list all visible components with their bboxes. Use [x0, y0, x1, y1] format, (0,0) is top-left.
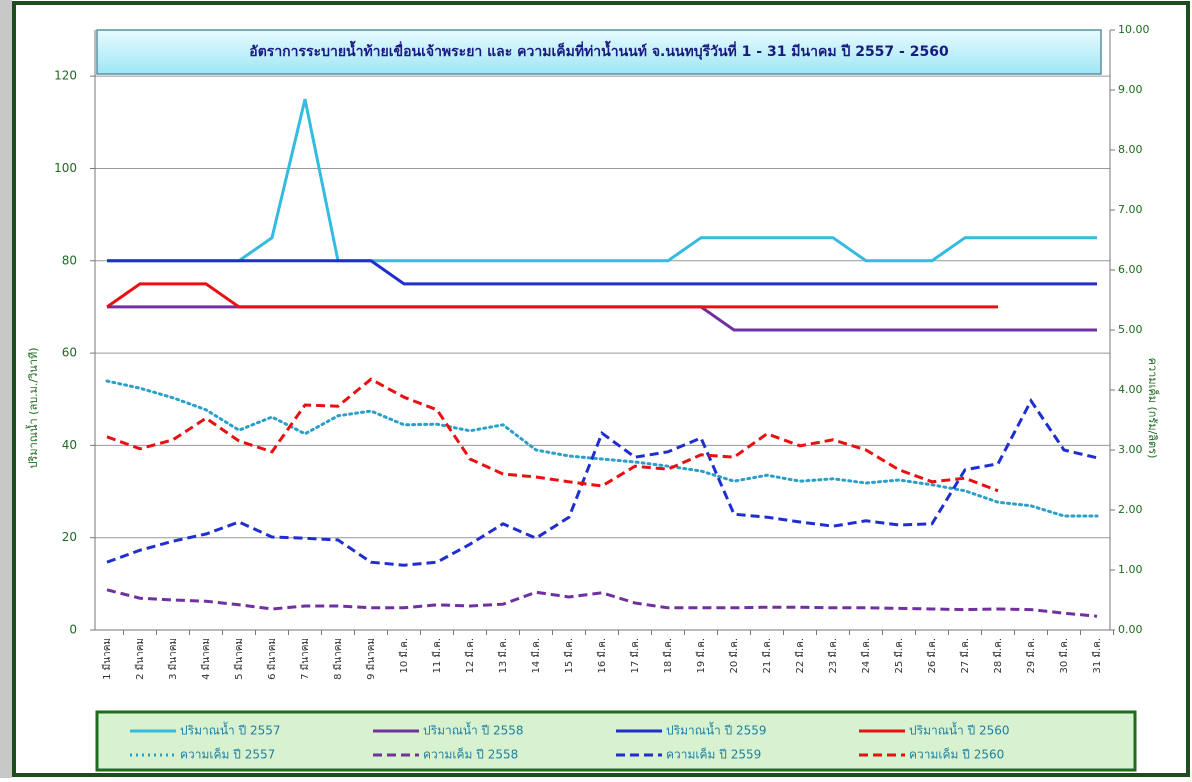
x-tick-label: 7 มีนาคม — [299, 638, 311, 680]
y2-tick-label: 4.00 — [1118, 383, 1143, 396]
y-tick-label: 20 — [62, 530, 77, 544]
x-tick-label: 28 มี.ค. — [992, 638, 1004, 674]
y2-axis-label: ความเค็ม (กรัม/ลิตร) — [1146, 358, 1160, 459]
x-tick-label: 1 มีนาคม — [101, 638, 113, 680]
y-tick-label: 100 — [54, 161, 77, 175]
series-line — [106, 282, 998, 309]
legend-label: ความเค็ม ปี 2559 — [666, 747, 761, 762]
x-tick-label: 15 มี.ค. — [563, 638, 575, 674]
y2-tick-label: 3.00 — [1118, 443, 1143, 456]
x-tick-label: 2 มีนาคม — [134, 638, 146, 680]
x-tick-label: 8 มีนาคม — [332, 638, 344, 680]
x-tick-label: 19 มี.ค. — [695, 638, 707, 674]
frame — [12, 1, 1190, 777]
legend-label: ปริมาณน้ำ ปี 2560 — [909, 722, 1010, 738]
y2-tick-label: 1.00 — [1118, 563, 1143, 576]
x-tick-label: 13 มี.ค. — [497, 638, 509, 674]
series-line — [106, 397, 1098, 567]
series-line — [106, 588, 1098, 618]
x-tick-label: 31 มี.ค. — [1091, 638, 1103, 674]
x-tick-label: 4 มีนาคม — [200, 638, 212, 680]
y2-tick-label: 8.00 — [1118, 143, 1143, 156]
legend-label: ความเค็ม ปี 2560 — [909, 747, 1004, 762]
y2-tick-label: 9.00 — [1118, 83, 1143, 96]
legend-label: ความเค็ม ปี 2558 — [423, 747, 518, 762]
legend-box — [95, 710, 1137, 772]
x-tick-label: 10 มี.ค. — [398, 638, 410, 674]
x-tick-label: 12 มี.ค. — [464, 638, 476, 674]
y-axis-label: ปริมาณน้ำ (ลบ.ม./วินาที) — [25, 347, 40, 468]
x-tick-label: 14 มี.ค. — [530, 638, 542, 674]
x-tick-label: 3 มีนาคม — [167, 638, 179, 680]
title-box — [96, 29, 1102, 75]
y2-tick-label: 10.00 — [1118, 23, 1150, 36]
x-tick-label: 17 มี.ค. — [629, 638, 641, 674]
side-strip — [0, 0, 12, 778]
legend-label: ปริมาณน้ำ ปี 2558 — [423, 722, 524, 738]
y2-tick-label: 0.00 — [1118, 623, 1143, 636]
series-line — [107, 98, 1097, 263]
x-tick-label: 9 มีนาคม — [365, 638, 377, 680]
y-tick-label: 120 — [54, 69, 77, 83]
chart-title: อัตราการระบายน้ำท้ายเขื่อนเจ้าพระยา และ … — [249, 40, 949, 60]
x-tick-label: 20 มี.ค. — [728, 638, 740, 674]
x-tick-label: 16 มี.ค. — [596, 638, 608, 674]
y-tick-label: 40 — [62, 438, 77, 452]
x-tick-label: 30 มี.ค. — [1058, 638, 1070, 674]
x-tick-label: 5 มีนาคม — [233, 638, 245, 680]
x-tick-label: 27 มี.ค. — [959, 638, 971, 674]
y-tick-label: 80 — [62, 253, 77, 267]
x-tick-label: 11 มี.ค. — [431, 638, 443, 674]
y2-tick-label: 2.00 — [1118, 503, 1143, 516]
x-tick-label: 23 มี.ค. — [827, 638, 839, 674]
x-tick-label: 18 มี.ค. — [662, 638, 674, 674]
x-tick-label: 21 มี.ค. — [761, 638, 773, 674]
legend-label: ปริมาณน้ำ ปี 2559 — [666, 722, 767, 738]
x-tick-label: 22 มี.ค. — [794, 638, 806, 674]
x-tick-label: 26 มี.ค. — [926, 638, 938, 674]
x-tick-label: 6 มีนาคม — [266, 638, 278, 680]
series-line — [105, 379, 1099, 518]
y-tick-label: 60 — [62, 346, 77, 360]
x-tick-label: 25 มี.ค. — [893, 638, 905, 674]
y2-tick-label: 7.00 — [1118, 203, 1143, 216]
x-tick-label: 24 มี.ค. — [860, 638, 872, 674]
legend-label: ความเค็ม ปี 2557 — [180, 747, 275, 762]
series-line — [107, 259, 1097, 286]
legend-label: ปริมาณน้ำ ปี 2557 — [180, 722, 281, 738]
y-tick-label: 0 — [69, 623, 77, 637]
y2-tick-label: 6.00 — [1118, 263, 1143, 276]
x-tick-label: 29 มี.ค. — [1025, 638, 1037, 674]
y2-tick-label: 5.00 — [1118, 323, 1143, 336]
series-line — [106, 377, 999, 493]
